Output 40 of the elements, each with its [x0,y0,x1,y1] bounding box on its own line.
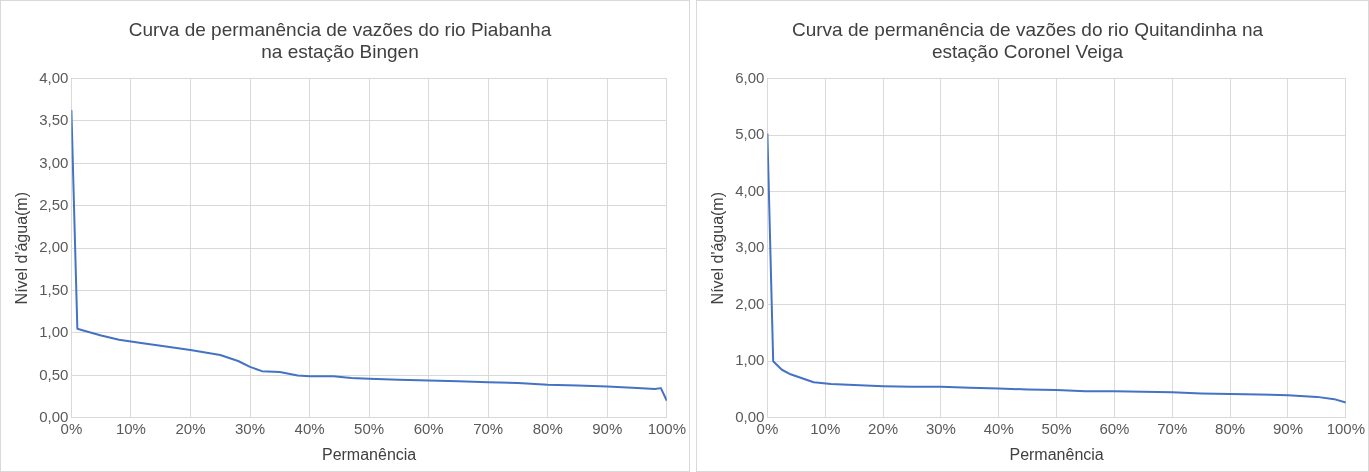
y-tick-label: 4,00 [39,68,69,86]
chart-title: Curva de permanência de vazões do rio Quitandinha na estação Coronel Veiga [791,18,1264,63]
x-tick-label: 100% [1326,419,1366,437]
chart-title: Curva de permanência de vazões do rio Piabanha na estação Bingen [128,18,552,63]
x-tick-label: 60% [1099,419,1130,437]
x-tick-label: 60% [413,419,444,437]
x-tick-label: 50% [354,419,385,437]
y-tick-label: 3,50 [39,111,69,129]
x-tick-label: 10% [810,419,841,437]
y-tick-label: 1,00 [735,351,765,369]
y-tick-label: 2,50 [39,195,69,213]
x-tick-label: 70% [1157,419,1188,437]
x-tick-label: 70% [473,419,504,437]
x-tick-label: 30% [925,419,956,437]
y-axis-title: Nível d'água(m) [709,191,727,305]
y-axis-title: Nível d'água(m) [13,191,31,305]
x-tick-label: 80% [532,419,563,437]
y-tick-label: 0,50 [39,365,69,383]
x-tick-label: 80% [1215,419,1246,437]
y-tick-label: 4,00 [735,181,765,199]
y-tick-label: 1,00 [39,323,69,341]
y-tick-label: 2,00 [735,294,765,312]
x-tick-label: 50% [1041,419,1072,437]
x-tick-label: 40% [294,419,325,437]
y-tick-label: 5,00 [735,125,765,143]
x-tick-label: 30% [235,419,266,437]
y-tick-label: 3,00 [39,153,69,171]
x-tick-label: 90% [1272,419,1303,437]
y-tick-label: 6,00 [735,68,765,86]
x-tick-label: 10% [115,419,146,437]
x-axis-title: Permanência [1009,445,1104,463]
x-tick-label: 40% [983,419,1014,437]
x-axis-title: Permanência [321,445,417,463]
x-tick-label: 90% [592,419,623,437]
x-tick-label: 20% [175,419,206,437]
y-tick-label: 3,00 [735,238,765,256]
y-tick-label: 1,50 [39,280,69,298]
x-tick-label: 20% [868,419,899,437]
y-tick-label: 2,00 [39,238,69,256]
x-tick-label: 100% [647,419,687,437]
